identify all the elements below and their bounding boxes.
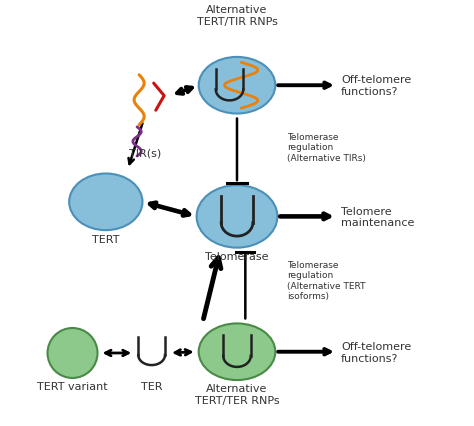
Text: TER: TER <box>141 381 163 391</box>
Text: Off-telomere
functions?: Off-telomere functions? <box>341 341 411 363</box>
Text: Off-telomere
functions?: Off-telomere functions? <box>341 75 411 97</box>
Text: Telomerase
regulation
(Alternative TIRs): Telomerase regulation (Alternative TIRs) <box>287 132 366 162</box>
Circle shape <box>47 328 98 378</box>
Text: TERT variant: TERT variant <box>37 381 108 391</box>
Ellipse shape <box>199 58 275 114</box>
Ellipse shape <box>199 324 275 380</box>
Text: Telomere
maintenance: Telomere maintenance <box>341 206 414 227</box>
Text: Telomerase: Telomerase <box>205 251 269 261</box>
Ellipse shape <box>197 186 277 248</box>
Text: TIR(s): TIR(s) <box>129 148 162 158</box>
Ellipse shape <box>69 174 143 230</box>
Text: TERT: TERT <box>92 235 119 245</box>
Text: Alternative
TERT/TER RNPs: Alternative TERT/TER RNPs <box>195 383 279 405</box>
Text: Telomerase
regulation
(Alternative TERT
isoforms): Telomerase regulation (Alternative TERT … <box>287 260 365 300</box>
Text: Alternative
TERT/TIR RNPs: Alternative TERT/TIR RNPs <box>197 5 277 26</box>
